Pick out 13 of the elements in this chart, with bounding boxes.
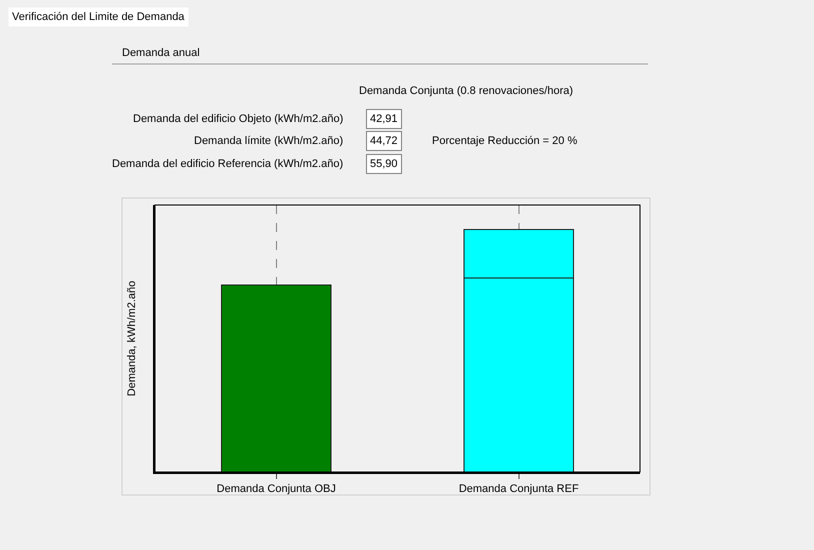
text: Demanda del edificio Objeto (kWh/m2.año) bbox=[133, 113, 344, 125]
chart-subtitle: Demanda anual bbox=[122, 47, 200, 59]
text: 42,91 bbox=[370, 113, 398, 125]
text: 55,90 bbox=[370, 158, 398, 170]
text: 44,72 bbox=[370, 135, 398, 147]
x-tick-label: Demanda Conjunta REF bbox=[458, 483, 579, 496]
text: Demanda del edificio Referencia (kWh/m2.año) bbox=[112, 158, 344, 170]
y-axis-title: Demanda, kWh/m2.año bbox=[126, 280, 138, 396]
x-tick-label: Demanda Conjunta OBJ bbox=[216, 483, 336, 496]
text: Demanda límite (kWh/m2.año) bbox=[194, 135, 344, 147]
text: Demanda Conjunta (0.8 renovaciones/hora) bbox=[359, 85, 574, 97]
text: Porcentaje Reducción = 20 % bbox=[432, 135, 578, 147]
chart-title: Verificación del Limite de Demanda bbox=[12, 11, 186, 23]
